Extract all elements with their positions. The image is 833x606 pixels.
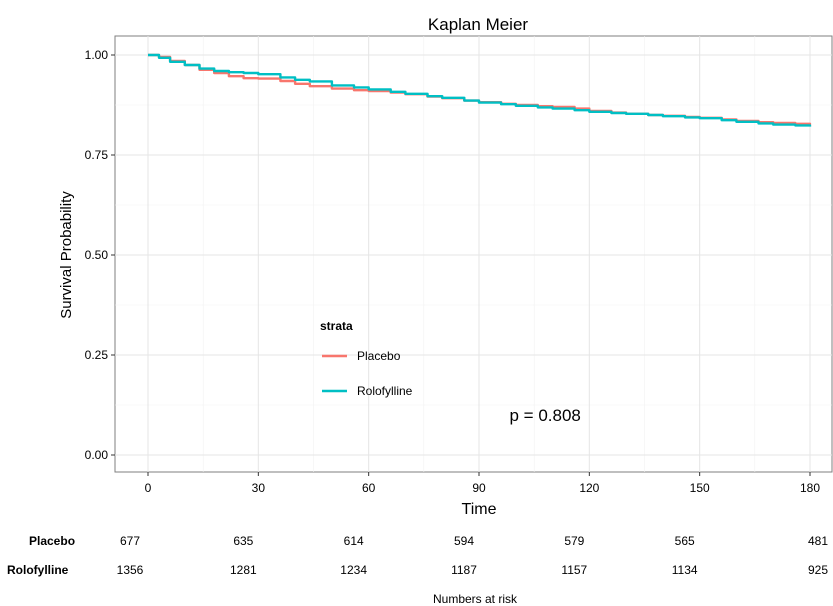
risk-value-rolofylline: 1356 [116,563,144,577]
risk-value-rolofylline: 1157 [561,563,588,577]
y-tick-label: 0.25 [85,348,109,362]
legend-label-placebo: Placebo [357,349,401,363]
y-axis-label: Survival Probability [58,191,75,319]
risk-value-placebo: 481 [807,534,829,548]
p-value-annotation: p = 0.808 [510,406,581,425]
x-tick-label: 0 [145,481,152,495]
x-axis-label: Time [462,501,497,518]
x-tick-label: 150 [690,481,710,495]
risk-value-rolofylline: 1187 [451,563,477,577]
axes: 0 30 60 90 120 150 180 0.00 0.25 0.50 0.75 1.00 [85,48,821,495]
grid [115,36,832,472]
x-tick-label: 120 [579,481,599,495]
legend: strata Placebo Rolofylline [320,319,413,398]
y-tick-label: 1.00 [85,48,109,62]
risk-value-placebo: 579 [564,534,585,548]
y-tick-label: 0.00 [85,448,109,462]
x-tick-label: 60 [362,481,376,495]
risk-value-placebo: 565 [674,534,695,548]
chart-title: Kaplan Meier [428,15,529,34]
x-tick-label: 30 [252,481,266,495]
risk-row-label-rolofylline: Rolofylline [7,563,69,577]
risk-value-rolofylline: 925 [807,563,829,577]
risk-value-rolofylline: 1234 [340,563,368,577]
series-line-rolofylline [148,53,812,127]
series-group [148,53,812,127]
x-tick-label: 180 [800,481,820,495]
risk-row-label-placebo: Placebo [29,534,76,548]
legend-title: strata [320,319,353,333]
risk-value-placebo: 594 [453,534,475,548]
y-tick-label: 0.75 [85,148,109,162]
risk-value-placebo: 614 [343,534,364,548]
risk-value-placebo: 677 [119,534,141,548]
risk-value-rolofylline: 1134 [671,563,698,577]
risk-value-rolofylline: 1281 [229,563,257,577]
plot-panel [114,35,833,473]
risk-value-placebo: 635 [233,534,254,548]
x-tick-label: 90 [472,481,486,495]
y-tick-label: 0.50 [85,248,109,262]
legend-label-rolofylline: Rolofylline [357,384,413,398]
risk-table-title: Numbers at risk [432,592,518,606]
